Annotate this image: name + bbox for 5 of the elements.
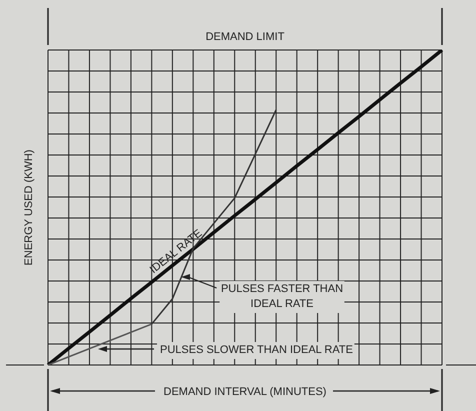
chart-title: DEMAND LIMIT [206, 31, 285, 43]
annotation: PULSES SLOWER THAN IDEAL RATE [160, 344, 353, 356]
x-axis-title: DEMAND INTERVAL (MINUTES) [164, 386, 326, 398]
y-axis-title: ENERGY USED (KWH) [23, 150, 35, 266]
annotation: PULSES FASTER THAN IDEAL RATE [220, 283, 344, 310]
